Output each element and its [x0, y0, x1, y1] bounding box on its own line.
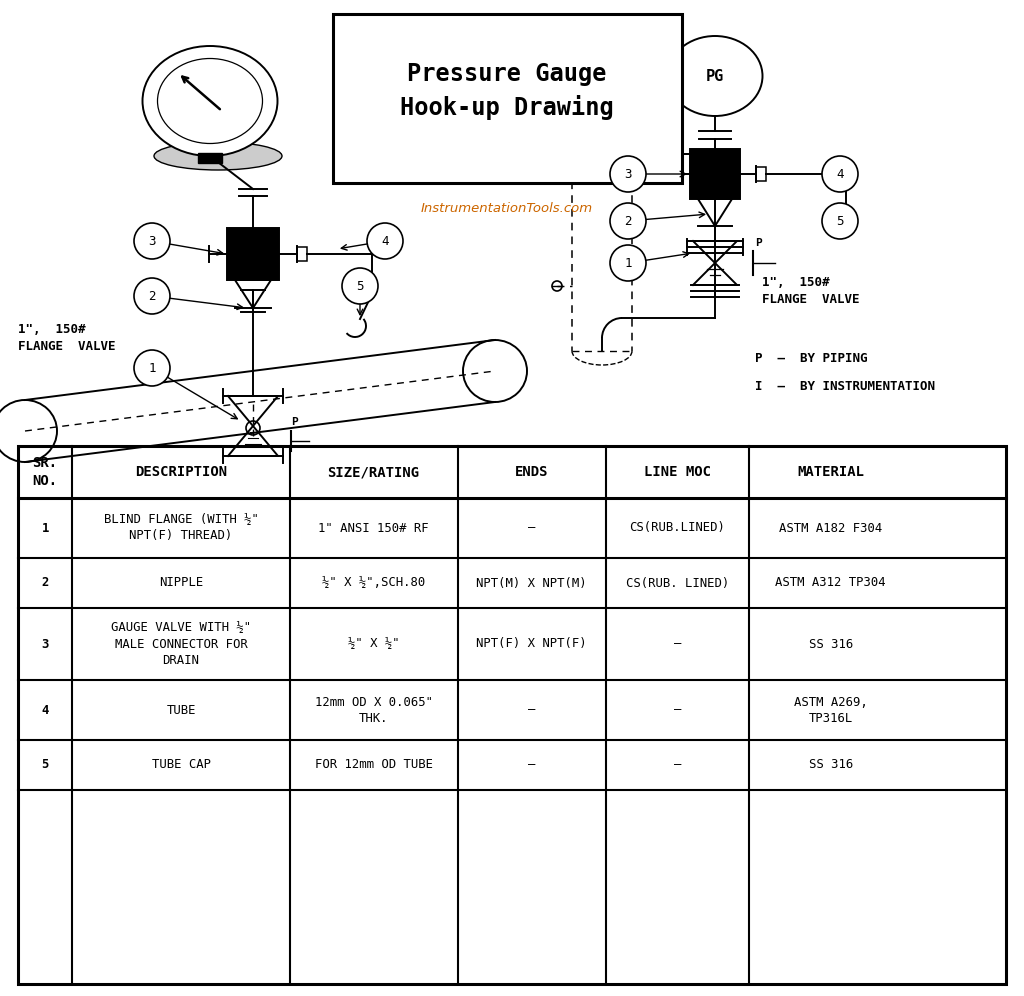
Text: 1: 1	[625, 257, 632, 270]
Text: SIZE/RATING: SIZE/RATING	[328, 465, 420, 479]
Text: SR.
NO.: SR. NO.	[33, 456, 57, 488]
Text: ASTM A312 TP304: ASTM A312 TP304	[775, 577, 886, 590]
FancyBboxPatch shape	[333, 14, 682, 183]
Text: 4: 4	[42, 703, 49, 716]
Text: LINE MOC: LINE MOC	[644, 465, 711, 479]
Text: 1",  150#
FLANGE  VALVE: 1", 150# FLANGE VALVE	[18, 323, 116, 353]
Text: 3: 3	[42, 637, 49, 650]
Text: TUBE CAP: TUBE CAP	[152, 759, 211, 772]
Ellipse shape	[142, 46, 278, 156]
Text: P: P	[756, 238, 763, 248]
Circle shape	[610, 245, 646, 281]
Text: –: –	[528, 522, 536, 535]
Text: –: –	[528, 759, 536, 772]
Text: PG: PG	[706, 69, 724, 84]
Ellipse shape	[0, 400, 57, 462]
Text: ½" X ½",SCH.80: ½" X ½",SCH.80	[323, 577, 425, 590]
Bar	[297, 247, 307, 261]
Circle shape	[342, 268, 378, 304]
Text: ½" X ½": ½" X ½"	[348, 637, 399, 650]
Text: SS 316: SS 316	[809, 759, 853, 772]
Ellipse shape	[154, 142, 282, 170]
Text: CS(RUB.LINED): CS(RUB.LINED)	[630, 522, 725, 535]
Text: SS 316: SS 316	[809, 637, 853, 650]
Text: P  –  BY PIPING: P – BY PIPING	[755, 352, 867, 365]
Text: ASTM A182 F304: ASTM A182 F304	[779, 522, 883, 535]
Text: –: –	[528, 703, 536, 716]
Text: NPT(M) X NPT(M): NPT(M) X NPT(M)	[476, 577, 587, 590]
Text: InstrumentationTools.com: InstrumentationTools.com	[421, 201, 593, 214]
Text: 5: 5	[837, 214, 844, 227]
Text: ASTM A269,
TP316L: ASTM A269, TP316L	[794, 695, 867, 724]
Text: 1: 1	[42, 522, 49, 535]
Text: 2: 2	[625, 214, 632, 227]
Ellipse shape	[668, 36, 763, 116]
Text: 12mm OD X 0.065"
THK.: 12mm OD X 0.065" THK.	[314, 695, 433, 724]
Text: 4: 4	[837, 167, 844, 180]
Text: MATERIAL: MATERIAL	[797, 465, 864, 479]
Bar	[227, 228, 279, 280]
Text: –: –	[674, 703, 681, 716]
Text: TUBE: TUBE	[166, 703, 196, 716]
Text: FOR 12mm OD TUBE: FOR 12mm OD TUBE	[314, 759, 433, 772]
Text: 1",  150#
FLANGE  VALVE: 1", 150# FLANGE VALVE	[762, 276, 859, 306]
Text: 5: 5	[42, 759, 49, 772]
Circle shape	[610, 203, 646, 239]
Text: 5: 5	[356, 280, 364, 293]
Circle shape	[134, 350, 170, 386]
Text: 1: 1	[148, 362, 156, 374]
Text: NIPPLE: NIPPLE	[159, 577, 203, 590]
Bar	[18, 446, 1006, 984]
Text: 3: 3	[148, 234, 156, 247]
Bar	[690, 149, 740, 199]
Text: I  –  BY INSTRUMENTATION: I – BY INSTRUMENTATION	[755, 379, 935, 392]
Bar	[756, 167, 766, 181]
Circle shape	[134, 278, 170, 314]
Text: NPT(F) X NPT(F): NPT(F) X NPT(F)	[476, 637, 587, 650]
Text: 3: 3	[625, 167, 632, 180]
Text: DESCRIPTION: DESCRIPTION	[135, 465, 227, 479]
Text: BLIND FLANGE (WITH ½"
NPT(F) THREAD): BLIND FLANGE (WITH ½" NPT(F) THREAD)	[103, 514, 258, 543]
Circle shape	[367, 223, 403, 259]
Text: 1" ANSI 150# RF: 1" ANSI 150# RF	[318, 522, 429, 535]
Text: CS(RUB. LINED): CS(RUB. LINED)	[626, 577, 729, 590]
Text: –: –	[674, 637, 681, 650]
Text: GAUGE VALVE WITH ½"
MALE CONNECTOR FOR
DRAIN: GAUGE VALVE WITH ½" MALE CONNECTOR FOR D…	[111, 622, 251, 666]
Ellipse shape	[463, 340, 527, 402]
Circle shape	[822, 156, 858, 192]
Bar	[198, 153, 222, 163]
Text: 4: 4	[381, 234, 389, 247]
Circle shape	[134, 223, 170, 259]
Text: 2: 2	[42, 577, 49, 590]
Text: Pressure Gauge
Hook-up Drawing: Pressure Gauge Hook-up Drawing	[400, 63, 613, 120]
Circle shape	[610, 156, 646, 192]
Circle shape	[822, 203, 858, 239]
Text: 2: 2	[148, 290, 156, 303]
Text: ENDS: ENDS	[515, 465, 549, 479]
Text: –: –	[674, 759, 681, 772]
Text: P: P	[292, 417, 298, 427]
